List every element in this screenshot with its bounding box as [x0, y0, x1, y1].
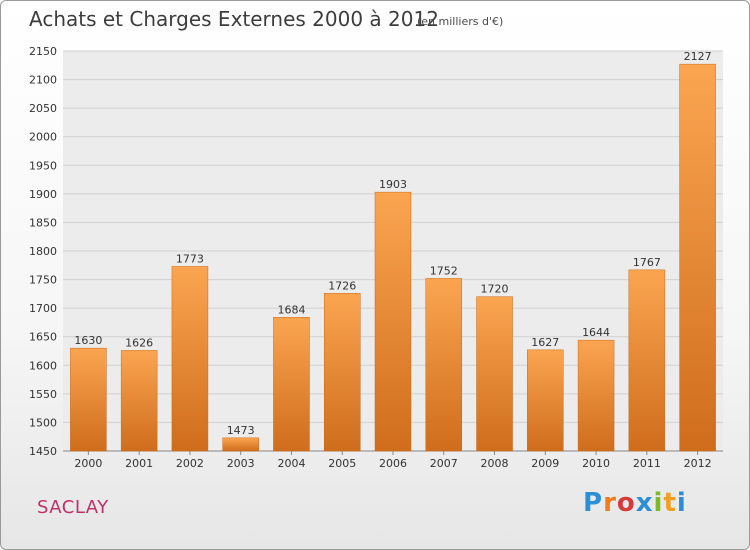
- chart-subtitle: (en milliers d'€): [417, 15, 504, 28]
- x-tick-label: 2012: [684, 457, 712, 470]
- y-tick-label: 2050: [29, 102, 57, 115]
- bar: [527, 349, 564, 452]
- x-tick-label: 2009: [531, 457, 559, 470]
- y-tick-label: 1800: [29, 245, 57, 258]
- logo-letter: P: [583, 488, 604, 518]
- bar: [374, 191, 412, 452]
- y-tick-label: 1500: [29, 416, 57, 429]
- bar: [70, 347, 107, 452]
- proxiti-logo: Proxiti: [583, 488, 687, 518]
- logo-letter: r: [603, 488, 617, 518]
- bar: [476, 296, 513, 452]
- bar-value-label: 1903: [379, 178, 407, 191]
- x-tick-label: 2004: [277, 457, 305, 470]
- bar-value-label: 1726: [328, 279, 356, 292]
- x-tick-label: 2001: [125, 457, 153, 470]
- y-tick-label: 1950: [29, 159, 57, 172]
- y-tick-label: 1600: [29, 359, 57, 372]
- bar: [222, 437, 259, 452]
- x-tick-label: 2003: [227, 457, 255, 470]
- bar: [171, 266, 209, 452]
- y-tick-label: 1450: [29, 445, 57, 458]
- y-tick-label: 1700: [29, 302, 57, 315]
- bar-value-label: 1626: [125, 336, 153, 349]
- labels-layer: 1450 1500 1550 1600 1650 1700 1750 1800 1850 1900…: [29, 45, 712, 470]
- bar-value-label: 1752: [430, 264, 458, 277]
- bar: [323, 293, 361, 452]
- bar: [679, 63, 716, 452]
- bar-value-label: 1767: [633, 256, 661, 269]
- y-tick-label: 2000: [29, 131, 57, 144]
- bar-value-label: 1627: [531, 336, 559, 349]
- bar: [628, 269, 666, 452]
- x-tick-label: 2000: [74, 457, 102, 470]
- y-tick-label: 1850: [29, 216, 57, 229]
- bar-value-label: 2127: [684, 50, 712, 63]
- bar-value-label: 1644: [582, 326, 610, 339]
- x-tick-label: 2006: [379, 457, 407, 470]
- y-tick-label: 1900: [29, 188, 57, 201]
- logo-letter: i: [676, 488, 687, 518]
- y-tick-label: 1550: [29, 388, 57, 401]
- bar-value-label: 1684: [277, 303, 305, 316]
- commune-name: SACLAY: [37, 497, 109, 518]
- bar: [273, 317, 310, 452]
- x-tick-label: 2010: [582, 457, 610, 470]
- x-tick-label: 2007: [430, 457, 458, 470]
- bar-value-label: 1773: [176, 252, 204, 265]
- y-tick-label: 1750: [29, 274, 57, 287]
- logo-letter: t: [663, 488, 677, 518]
- x-tick-label: 2011: [633, 457, 661, 470]
- logo-letter: i: [653, 488, 664, 518]
- bar: [425, 278, 463, 452]
- y-tick-label: 1650: [29, 331, 57, 344]
- bar-value-label: 1720: [481, 283, 509, 296]
- x-tick-label: 2008: [481, 457, 509, 470]
- y-tick-label: 2100: [29, 74, 57, 87]
- bar-value-label: 1630: [74, 334, 102, 347]
- logo-letter: x: [635, 488, 654, 518]
- chart-title: Achats et Charges Externes 2000 à 2012: [29, 7, 439, 31]
- y-tick-label: 2150: [29, 45, 57, 58]
- bar: [120, 350, 158, 452]
- bar: [577, 339, 615, 452]
- logo-letter: o: [616, 488, 636, 518]
- bar-value-label: 1473: [227, 424, 255, 437]
- bars-layer: [70, 63, 716, 452]
- x-tick-label: 2005: [328, 457, 356, 470]
- x-tick-label: 2002: [176, 457, 204, 470]
